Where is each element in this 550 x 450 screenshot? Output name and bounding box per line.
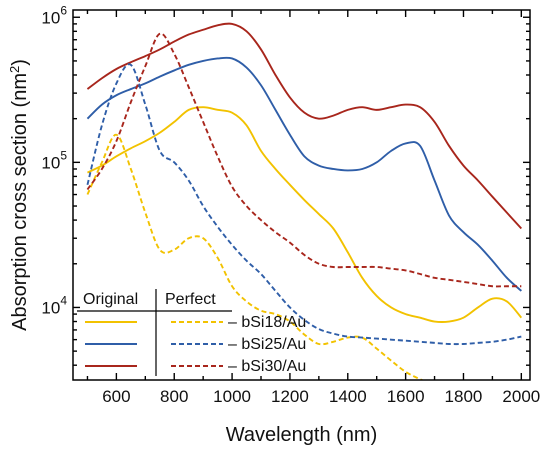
- series-line-perfect-bsi18-au: [86, 133, 424, 380]
- y-tick-label-6: 106: [41, 3, 67, 27]
- legend-header-original: Original: [83, 291, 138, 308]
- y-tick-exponent: 6: [60, 3, 67, 17]
- series-line-original-bsi30-au: [86, 22, 523, 230]
- x-axis-label: Wavelength (nm): [226, 424, 378, 446]
- series-group: [86, 22, 523, 380]
- y-tick-exponent: 5: [60, 148, 67, 162]
- y-tick-exponent: 4: [60, 293, 67, 307]
- x-tick-label-600: 600: [102, 387, 130, 406]
- x-tick-label-1400: 1400: [329, 387, 367, 406]
- y-axis-label-sup: 2: [7, 66, 22, 73]
- y-axis-label-close: ): [9, 59, 31, 66]
- x-tick-label-1800: 1800: [445, 387, 483, 406]
- x-tick-label-1000: 1000: [213, 387, 251, 406]
- y-axis-label: Absorption cross section (nm2): [7, 59, 32, 331]
- y-tick-base: 10: [41, 298, 60, 317]
- series-layer: [86, 22, 523, 380]
- y-tick-label-5: 105: [41, 148, 67, 172]
- x-tick-label-1600: 1600: [387, 387, 425, 406]
- series-line-perfect-bsi30-au: [86, 32, 522, 288]
- legend-header-perfect: Perfect: [165, 291, 216, 308]
- series-line-original-bsi25-au: [86, 56, 522, 292]
- series-line-perfect-bsi25-au: [86, 63, 522, 346]
- x-tick-label-1200: 1200: [271, 387, 309, 406]
- x-tick-label-2000: 2000: [502, 387, 540, 406]
- y-tick-base: 10: [41, 153, 60, 172]
- x-tick-label-800: 800: [160, 387, 188, 406]
- y-tick-label-4: 104: [41, 293, 67, 317]
- legend: Original Perfect – bSi18/Au – bSi25/Au – bSi…: [77, 289, 306, 376]
- legend-entry-2: – bSi25/Au: [228, 336, 306, 353]
- series-line-original-bsi18-au: [87, 106, 523, 323]
- legend-entry-1: – bSi18/Au: [228, 314, 306, 331]
- y-tick-base: 10: [41, 8, 60, 27]
- y-axis-label-main: Absorption cross section (nm: [9, 73, 31, 331]
- legend-entry-3: – bSi30/Au: [228, 358, 306, 375]
